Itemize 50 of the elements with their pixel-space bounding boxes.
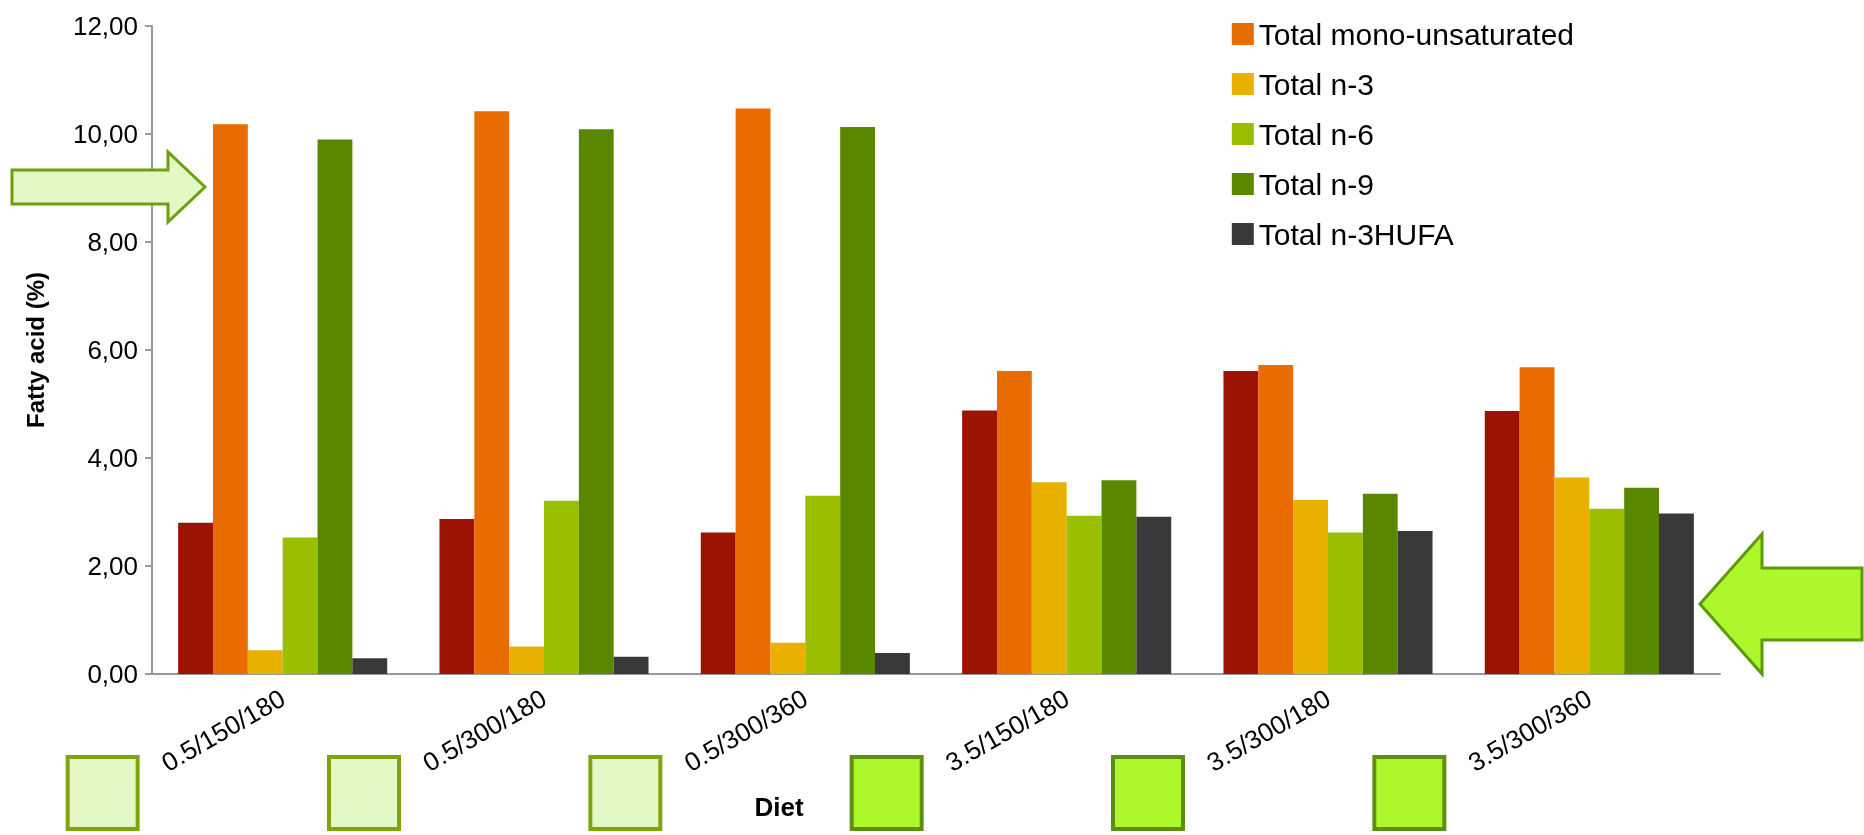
bar bbox=[1293, 500, 1328, 674]
y-tick-label: 2,00 bbox=[87, 551, 138, 581]
legend-label: Total n-3 bbox=[1258, 67, 1374, 101]
bar bbox=[247, 650, 283, 674]
bar bbox=[317, 139, 353, 674]
bar bbox=[840, 126, 876, 674]
bar bbox=[578, 129, 614, 674]
bar bbox=[1258, 365, 1294, 674]
bar bbox=[178, 522, 213, 674]
bar bbox=[1066, 515, 1102, 674]
bar bbox=[1519, 367, 1555, 674]
bar bbox=[1659, 513, 1694, 674]
x-axis-title: Diet bbox=[754, 792, 804, 822]
bar bbox=[1101, 480, 1137, 674]
y-tick-label: 4,00 bbox=[87, 443, 138, 473]
y-tick-label: 0,00 bbox=[87, 659, 138, 689]
bar bbox=[509, 646, 544, 674]
bar bbox=[282, 537, 318, 674]
bar bbox=[1624, 487, 1660, 674]
bar bbox=[700, 532, 736, 674]
bar bbox=[875, 652, 910, 674]
bar bbox=[735, 108, 771, 674]
legend-label: Total n-9 bbox=[1258, 167, 1374, 201]
bar bbox=[1484, 411, 1520, 674]
bar bbox=[544, 500, 579, 674]
bar bbox=[996, 371, 1032, 674]
bar bbox=[770, 642, 806, 674]
y-tick-label: 8,00 bbox=[87, 227, 138, 257]
bar bbox=[352, 658, 388, 674]
bar bbox=[1136, 516, 1172, 674]
bar bbox=[1223, 371, 1259, 674]
bar bbox=[962, 410, 997, 674]
y-tick-label: 6,00 bbox=[87, 335, 138, 365]
y-tick-label: 12,00 bbox=[72, 11, 138, 41]
legend-label: Total mono-unsaturated bbox=[1258, 17, 1575, 51]
bar bbox=[212, 124, 248, 674]
bar bbox=[474, 111, 510, 674]
bar bbox=[1328, 532, 1363, 674]
bar bbox=[1554, 477, 1590, 674]
bar bbox=[1589, 508, 1625, 674]
bar bbox=[805, 495, 841, 674]
bar bbox=[613, 656, 649, 674]
y-axis-title: Fatty acid (%) bbox=[21, 271, 49, 429]
bar bbox=[1397, 530, 1433, 674]
bar bbox=[1362, 493, 1398, 674]
y-tick-label: 10,00 bbox=[72, 119, 138, 149]
bar bbox=[1031, 482, 1067, 674]
legend-label: Total n-6 bbox=[1258, 117, 1374, 151]
legend-label: Total n-3HUFA bbox=[1258, 217, 1454, 251]
bar bbox=[439, 519, 475, 674]
